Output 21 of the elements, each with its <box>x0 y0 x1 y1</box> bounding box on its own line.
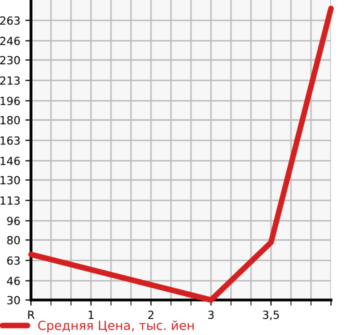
x-tick-label: 3 <box>208 310 214 320</box>
y-tick-label: 196 <box>0 96 20 106</box>
y-tick-label: 163 <box>0 136 20 145</box>
y-tick-label: 230 <box>0 56 20 64</box>
y-tick-label: 113 <box>0 196 20 205</box>
y-tick-label: 63 <box>7 256 20 265</box>
y-tick-label: 30 <box>7 296 20 304</box>
y-tick-label: 96 <box>7 216 20 226</box>
y-tick-label: 80 <box>7 236 20 244</box>
x-tick-label: 3,5 <box>263 310 279 320</box>
y-tick-label: 146 <box>0 156 20 166</box>
legend-label: Средняя Цена, тыс. йен <box>38 320 194 332</box>
x-tick-label: R <box>28 310 35 319</box>
x-tick-label: 1 <box>88 310 94 319</box>
y-tick-label: 180 <box>0 116 20 124</box>
y-tick-label: 263 <box>0 16 20 25</box>
y-tick-label: 130 <box>0 176 20 184</box>
x-tick-label: 2 <box>148 310 154 319</box>
y-tick-label: 213 <box>0 76 20 85</box>
y-tick-label: 46 <box>6 276 20 286</box>
y-tick-label: 246 <box>0 36 20 46</box>
